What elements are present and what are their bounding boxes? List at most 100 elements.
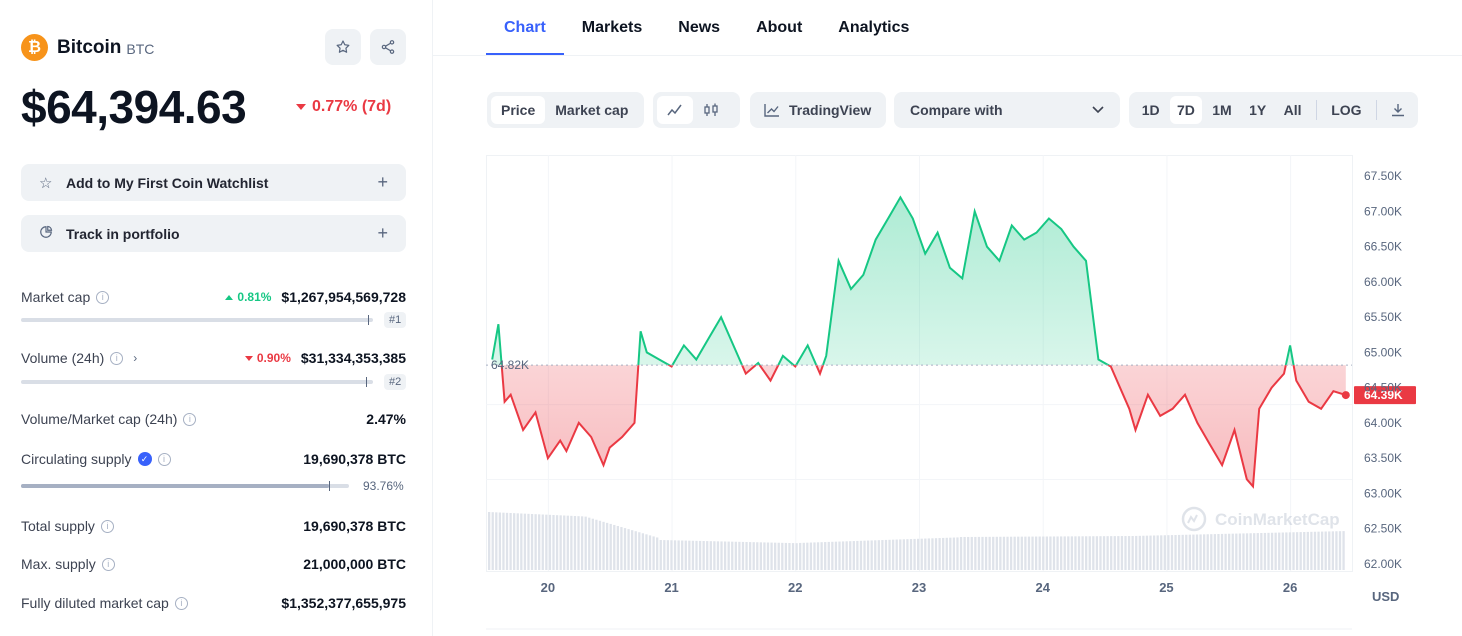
- max-supply-value: 21,000,000 BTC: [303, 556, 406, 572]
- tab-analytics[interactable]: Analytics: [838, 19, 910, 36]
- volume-bar: [555, 515, 559, 570]
- volume-bar: [681, 540, 684, 570]
- volume-bar: [995, 536, 998, 570]
- volume-bar: [1152, 535, 1156, 570]
- tab-chart[interactable]: Chart: [486, 0, 564, 56]
- volume-bar: [1099, 536, 1102, 570]
- volume-bar: [963, 536, 966, 570]
- volume-bar: [934, 538, 938, 570]
- stat-total-supply: Total supply i 19,690,378 BTC: [21, 518, 406, 534]
- volume-bar: [1138, 535, 1141, 570]
- volume-bar: [870, 540, 873, 570]
- volume-label: Volume (24h): [21, 350, 105, 366]
- range-1d[interactable]: 1D: [1141, 102, 1160, 118]
- price-toggle[interactable]: Price: [491, 96, 546, 124]
- y-tick-label: 66.00K: [1364, 275, 1402, 289]
- volume-bar: [709, 541, 712, 570]
- info-icon[interactable]: i: [110, 351, 124, 365]
- volume-bar: [702, 541, 705, 570]
- volume-bar: [631, 530, 634, 570]
- volume-bar: [1295, 532, 1299, 570]
- volume-bar: [698, 540, 702, 570]
- info-icon[interactable]: i: [96, 290, 110, 304]
- chart-style-toggle: [653, 92, 740, 128]
- y-tick-label: 67.50K: [1364, 169, 1402, 183]
- volume-bar: [909, 539, 913, 570]
- range-7d[interactable]: 7D: [1169, 96, 1202, 124]
- volume-bar: [788, 543, 791, 570]
- volume-bar: [791, 543, 795, 570]
- volume-bar: [491, 512, 494, 570]
- total-supply-label: Total supply: [21, 518, 95, 534]
- volume-bar: [927, 538, 931, 570]
- track-portfolio-button[interactable]: Track in portfolio +: [21, 215, 406, 252]
- stat-volume: Volume (24h) i › 0.90% $31,334,353,385: [21, 350, 406, 366]
- trend-chart-icon: [764, 104, 779, 117]
- line-chart-button[interactable]: [657, 96, 693, 124]
- price-chart-svg[interactable]: 64.82K 64.39K 67.50K 67.00K 66.50K 66.00K 65.…: [486, 155, 1462, 636]
- volume-bar: [1185, 534, 1188, 570]
- candlestick-button[interactable]: [693, 96, 729, 124]
- volume-bar: [917, 538, 920, 570]
- price-chart[interactable]: 64.82K 64.39K 67.50K 67.00K 66.50K 66.00K 65.…: [486, 155, 1462, 636]
- plus-icon: +: [377, 223, 388, 243]
- volume-bar: [813, 542, 816, 570]
- price-line-up: [491, 195, 1295, 366]
- info-icon[interactable]: i: [100, 519, 114, 533]
- volume-bar: [527, 513, 530, 570]
- market-cap-value: $1,267,954,569,728: [281, 289, 406, 305]
- tradingview-button[interactable]: TradingView: [750, 92, 886, 128]
- tab-news[interactable]: News: [678, 19, 721, 36]
- volume-bar: [777, 542, 780, 570]
- chevron-right-icon[interactable]: ›: [133, 351, 138, 365]
- volume-bar: [670, 540, 673, 570]
- volume-bar: [1206, 534, 1209, 570]
- volume-bar: [856, 540, 859, 570]
- info-icon[interactable]: i: [174, 596, 188, 610]
- volume-bar: [809, 542, 813, 570]
- tab-markets[interactable]: Markets: [581, 19, 643, 36]
- volume-bar: [999, 536, 1002, 570]
- volume-bar: [684, 540, 687, 570]
- volume-bar: [845, 541, 848, 570]
- share-button[interactable]: [370, 29, 406, 65]
- volume-bar: [1303, 532, 1306, 570]
- x-tick-label: 24: [1035, 580, 1050, 595]
- volume-bar: [1034, 536, 1038, 570]
- volume-bar: [1177, 534, 1181, 570]
- volume-bar: [1338, 531, 1342, 570]
- info-icon[interactable]: i: [101, 557, 115, 571]
- volume-value: $31,334,353,385: [300, 350, 406, 366]
- tab-about[interactable]: About: [756, 19, 803, 36]
- compare-dropdown[interactable]: Compare with: [894, 92, 1120, 128]
- volume-bar: [663, 540, 666, 570]
- add-to-watchlist-button[interactable]: ☆ Add to My First Coin Watchlist +: [21, 164, 406, 201]
- volume-bar: [520, 513, 523, 570]
- circulating-percent: 93.76%: [363, 479, 404, 493]
- current-price-badge: [1354, 386, 1416, 405]
- download-button[interactable]: [1384, 96, 1412, 124]
- volume-bar: [1127, 536, 1131, 570]
- area-fill-up: [492, 197, 1346, 366]
- volume-bar: [981, 536, 984, 570]
- volume-bar: [745, 542, 748, 570]
- info-icon[interactable]: i: [157, 452, 171, 466]
- volume-bar: [720, 541, 723, 570]
- market-cap-toggle[interactable]: Market cap: [555, 102, 629, 118]
- range-1m[interactable]: 1M: [1212, 102, 1232, 118]
- range-1y[interactable]: 1Y: [1249, 102, 1267, 118]
- range-all[interactable]: All: [1283, 102, 1302, 118]
- volume-bar: [516, 513, 519, 570]
- volume-bar: [831, 541, 834, 570]
- volume-bar: [677, 540, 680, 570]
- log-scale-toggle[interactable]: LOG: [1331, 102, 1362, 118]
- volume-bar: [1095, 536, 1099, 570]
- volume-bar: [795, 543, 798, 570]
- volume-bar: [766, 542, 770, 570]
- volume-bar: [563, 515, 566, 570]
- star-button[interactable]: [325, 29, 361, 65]
- volume-bar: [1313, 531, 1317, 570]
- circulating-supply-bar: [21, 481, 349, 491]
- volume-bar: [734, 541, 737, 570]
- info-icon[interactable]: i: [183, 412, 197, 426]
